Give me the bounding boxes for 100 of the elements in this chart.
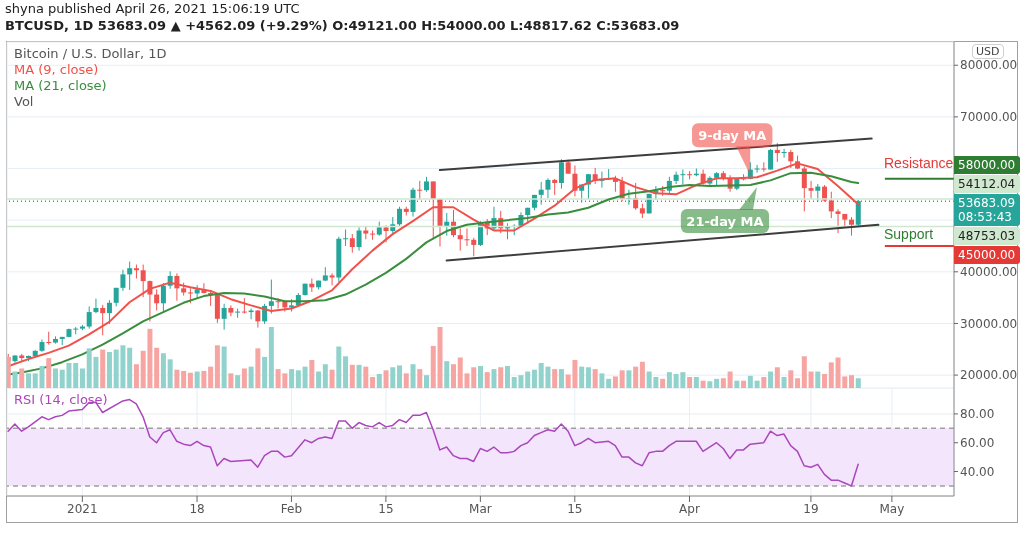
bar <box>626 370 632 388</box>
bar <box>660 378 666 388</box>
bar <box>687 377 693 388</box>
candlestick <box>545 177 551 199</box>
candlestick <box>430 180 436 239</box>
bar <box>187 372 193 388</box>
price-tag: 48753.03 <box>954 227 1020 246</box>
candlestick <box>774 142 780 163</box>
candlestick <box>235 307 241 319</box>
candlestick <box>356 226 362 252</box>
series-label: RSI (14, close) <box>14 392 108 408</box>
candlestick <box>370 229 376 241</box>
bar <box>363 366 369 388</box>
candlestick <box>558 158 564 190</box>
candlestick <box>673 171 679 185</box>
bar <box>289 369 295 388</box>
bar <box>235 375 241 388</box>
candlestick <box>120 269 126 292</box>
candlestick <box>397 206 403 227</box>
bar <box>106 352 112 388</box>
bar <box>376 373 382 388</box>
bar <box>430 345 436 388</box>
bar <box>801 356 807 388</box>
bar <box>343 356 349 388</box>
bar <box>639 361 645 388</box>
price-tag: 53683.09 08:53:43 <box>954 194 1020 227</box>
bar <box>133 364 139 388</box>
bar <box>302 366 308 388</box>
bar <box>444 361 450 388</box>
bar <box>761 377 767 388</box>
bar <box>666 372 672 388</box>
text: shyna published April 26, 2021 15:06:19 UTC <box>5 1 300 16</box>
x-tick-label: Feb <box>280 501 303 516</box>
ref-line-label: 48753.03 <box>958 229 1017 244</box>
candlestick <box>86 305 92 330</box>
ref-line-label: 54112.04 <box>958 177 1017 192</box>
bar <box>525 371 531 388</box>
candlestick <box>221 303 227 331</box>
x-tick-label: May <box>879 501 905 516</box>
bar <box>208 366 214 388</box>
candlestick <box>160 282 166 312</box>
annotation: 9-day MA <box>698 128 767 144</box>
candlestick <box>228 304 234 317</box>
bar <box>795 378 801 388</box>
y-tick-label: 80.00 <box>960 407 995 422</box>
bar <box>349 364 355 388</box>
bar <box>228 373 234 388</box>
bar <box>477 366 483 388</box>
bar <box>309 359 315 388</box>
bar <box>558 369 564 388</box>
candlestick <box>46 331 52 346</box>
bar <box>707 381 713 388</box>
bar <box>7 356 11 388</box>
bar <box>52 368 58 388</box>
bar <box>633 366 639 388</box>
bar <box>46 358 52 388</box>
price-tag: 58000.00 <box>954 156 1020 175</box>
candlestick <box>680 169 686 186</box>
bar <box>491 369 497 388</box>
candlestick <box>106 299 112 325</box>
bar <box>403 373 409 388</box>
y-tick-label: 80000.00 <box>960 58 1018 73</box>
candlestick <box>444 212 450 237</box>
bar <box>167 359 173 388</box>
bar <box>619 370 625 388</box>
text: USD <box>972 44 1004 59</box>
bar <box>484 372 490 388</box>
bar <box>329 369 335 388</box>
bar <box>262 356 268 388</box>
annotation: 21-day MA <box>686 214 764 230</box>
candlestick <box>275 297 281 309</box>
chart-title: Bitcoin / U.S. Dollar, 1D <box>14 46 167 62</box>
candlestick <box>835 208 841 234</box>
bar <box>498 367 504 388</box>
x-tick-label: 19 <box>803 501 819 516</box>
bar <box>181 370 187 388</box>
bar <box>383 370 389 388</box>
candlestick <box>100 304 106 336</box>
bar <box>768 371 774 388</box>
ref-line-label: 58000.00 <box>958 158 1017 173</box>
bar <box>336 346 342 388</box>
candlestick <box>329 272 335 286</box>
bar <box>855 378 861 388</box>
x-tick-label: 2021 <box>67 501 98 516</box>
price-tag: 54112.04 <box>954 175 1020 194</box>
bar <box>316 371 322 388</box>
price-tag: 45000.00 <box>954 246 1020 265</box>
bar <box>504 366 510 388</box>
bar <box>390 367 396 388</box>
bar <box>248 366 254 388</box>
bar <box>612 376 618 388</box>
bar <box>822 373 828 388</box>
candlestick <box>464 227 470 247</box>
bar <box>437 327 443 388</box>
annotation: Support <box>884 226 934 242</box>
candlestick <box>457 227 463 252</box>
bar <box>788 370 794 388</box>
bar <box>828 362 834 388</box>
text: Vol <box>14 94 34 110</box>
bar <box>774 367 780 388</box>
